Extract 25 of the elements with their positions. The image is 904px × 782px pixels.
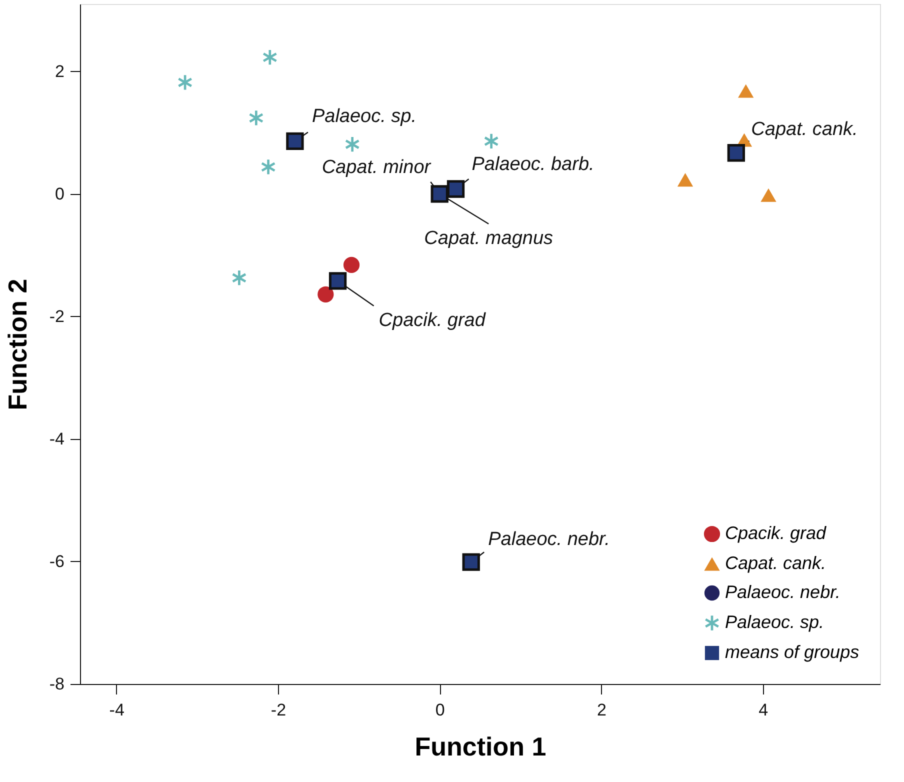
y-tick-label: 2	[55, 62, 64, 81]
annotation: Palaeoc. sp.	[312, 106, 417, 128]
x-tick-label: 2	[596, 700, 606, 720]
y-axis-title: Function 2	[2, 278, 32, 410]
y-tick-label: -8	[49, 674, 64, 694]
x-axis-title: Function 1	[414, 732, 546, 762]
y-tick-label: -6	[49, 552, 64, 571]
legend-label: Capat. cank.	[725, 553, 826, 573]
annotation: Capat. magnus	[424, 228, 554, 249]
x-tick-label: 4	[758, 700, 768, 720]
y-tick-label: -4	[49, 429, 64, 448]
legend-label: Palaeoc. nebr.	[725, 582, 840, 602]
legend-label: Cpacik. grad	[725, 523, 828, 543]
x-tick-label: -2	[270, 700, 286, 720]
x-tick-label: 0	[435, 700, 445, 720]
legend-label: Palaeoc. sp.	[725, 612, 824, 632]
annotation: Palaeoc. nebr.	[488, 529, 610, 550]
y-tick-label: -2	[49, 306, 64, 326]
annotation: Capat. minor	[322, 156, 432, 178]
annotation: Cpacik. grad	[378, 310, 487, 331]
legend-label: means of groups	[725, 642, 860, 662]
annotation: Palaeoc. barb.	[472, 154, 594, 176]
x-tick-label: -4	[109, 700, 124, 720]
y-tick-label: 0	[55, 184, 64, 204]
annotation: Capat. cank.	[751, 118, 858, 140]
